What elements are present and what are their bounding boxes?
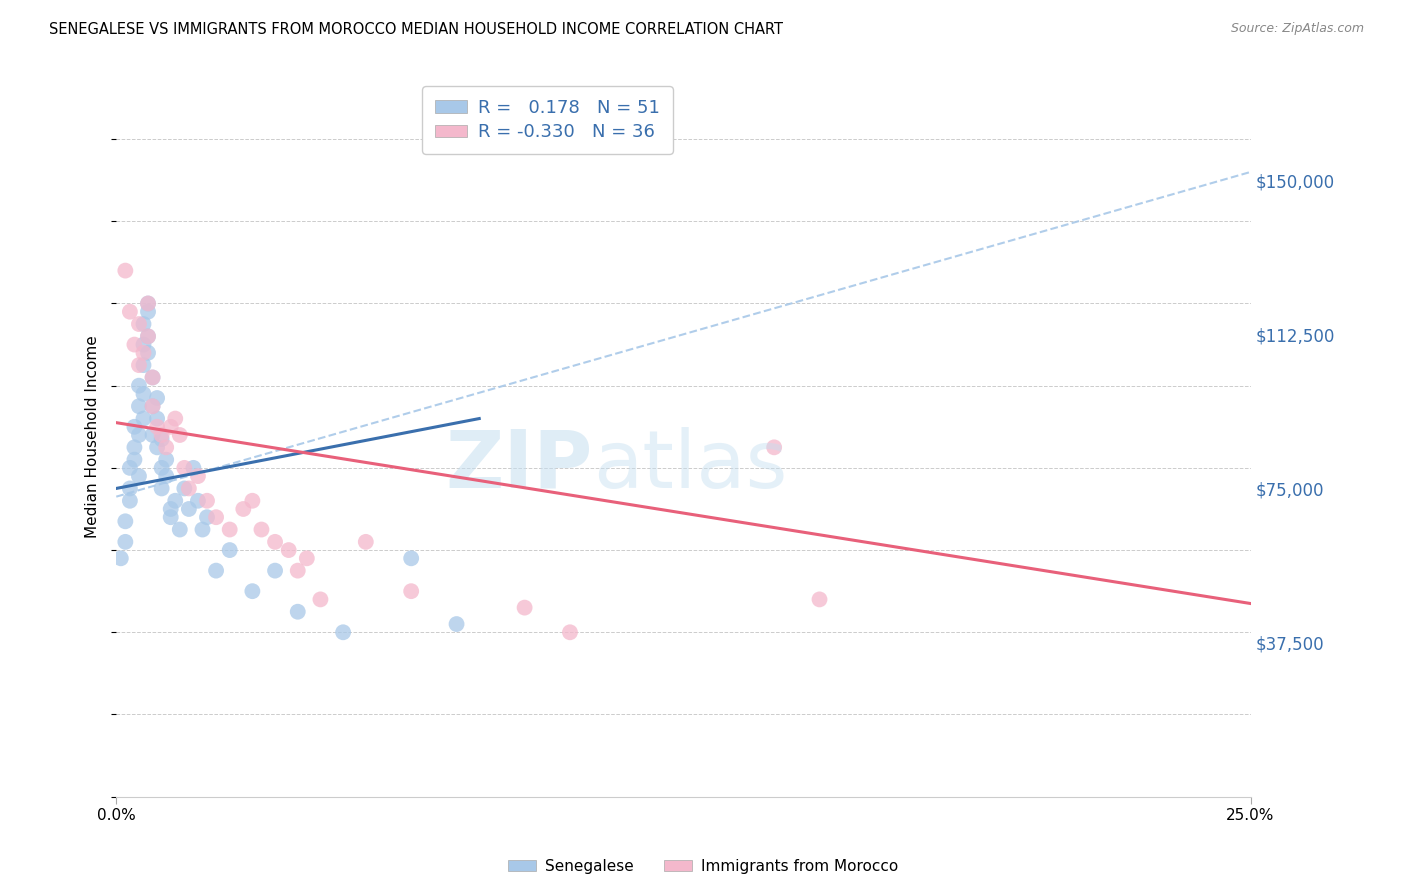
Y-axis label: Median Household Income: Median Household Income <box>86 335 100 539</box>
Point <box>264 564 287 578</box>
Point <box>128 399 150 413</box>
Point <box>399 584 422 599</box>
Point <box>187 469 209 483</box>
Point <box>142 370 165 384</box>
Point <box>159 510 181 524</box>
Point <box>513 600 536 615</box>
Point <box>309 592 332 607</box>
Point <box>142 399 165 413</box>
Point <box>114 263 136 277</box>
Point <box>177 482 200 496</box>
Point <box>169 428 191 442</box>
Point <box>124 440 146 454</box>
Point <box>165 493 187 508</box>
Point <box>142 399 165 413</box>
Point <box>132 358 155 372</box>
Point <box>250 523 273 537</box>
Point <box>173 461 195 475</box>
Point <box>142 428 165 442</box>
Point <box>242 584 264 599</box>
Point <box>191 523 214 537</box>
Point <box>132 337 155 351</box>
Point <box>195 493 218 508</box>
Point <box>287 605 309 619</box>
Text: ZIP: ZIP <box>446 427 593 505</box>
Point <box>128 428 150 442</box>
Point <box>808 592 831 607</box>
Point <box>150 428 173 442</box>
Point <box>446 617 468 632</box>
Point <box>136 296 159 310</box>
Point <box>118 304 141 318</box>
Point <box>155 452 177 467</box>
Point <box>159 419 181 434</box>
Point <box>187 493 209 508</box>
Point <box>763 440 786 454</box>
Point <box>332 625 354 640</box>
Point <box>146 411 169 425</box>
Point <box>205 510 228 524</box>
Point <box>124 452 146 467</box>
Point <box>132 346 155 360</box>
Text: atlas: atlas <box>593 427 787 505</box>
Point <box>110 551 132 566</box>
Point <box>558 625 581 640</box>
Point <box>146 391 169 405</box>
Point <box>124 419 146 434</box>
Point <box>142 370 165 384</box>
Point <box>136 329 159 343</box>
Point <box>136 346 159 360</box>
Point <box>155 469 177 483</box>
Point <box>169 523 191 537</box>
Point <box>128 378 150 392</box>
Point <box>287 564 309 578</box>
Point <box>155 440 177 454</box>
Point <box>173 482 195 496</box>
Legend: R =   0.178   N = 51, R = -0.330   N = 36: R = 0.178 N = 51, R = -0.330 N = 36 <box>422 87 672 154</box>
Point <box>218 523 240 537</box>
Point <box>150 482 173 496</box>
Point <box>218 543 240 558</box>
Point <box>114 534 136 549</box>
Point <box>183 461 205 475</box>
Point <box>295 551 318 566</box>
Point <box>136 304 159 318</box>
Point <box>132 317 155 331</box>
Point <box>177 502 200 516</box>
Point <box>150 432 173 446</box>
Point <box>132 411 155 425</box>
Point <box>264 534 287 549</box>
Point <box>128 358 150 372</box>
Point <box>399 551 422 566</box>
Point <box>277 543 299 558</box>
Point <box>128 317 150 331</box>
Text: Source: ZipAtlas.com: Source: ZipAtlas.com <box>1230 22 1364 36</box>
Text: SENEGALESE VS IMMIGRANTS FROM MOROCCO MEDIAN HOUSEHOLD INCOME CORRELATION CHART: SENEGALESE VS IMMIGRANTS FROM MOROCCO ME… <box>49 22 783 37</box>
Point <box>128 469 150 483</box>
Point <box>205 564 228 578</box>
Point <box>146 419 169 434</box>
Point <box>124 337 146 351</box>
Point <box>165 411 187 425</box>
Point <box>159 502 181 516</box>
Point <box>114 514 136 528</box>
Point <box>118 461 141 475</box>
Point <box>132 387 155 401</box>
Point <box>150 461 173 475</box>
Point <box>146 440 169 454</box>
Point <box>242 493 264 508</box>
Point <box>118 493 141 508</box>
Point <box>195 510 218 524</box>
Point <box>118 482 141 496</box>
Point <box>136 296 159 310</box>
Point <box>232 502 254 516</box>
Point <box>354 534 377 549</box>
Legend: Senegalese, Immigrants from Morocco: Senegalese, Immigrants from Morocco <box>502 853 904 880</box>
Point <box>136 329 159 343</box>
